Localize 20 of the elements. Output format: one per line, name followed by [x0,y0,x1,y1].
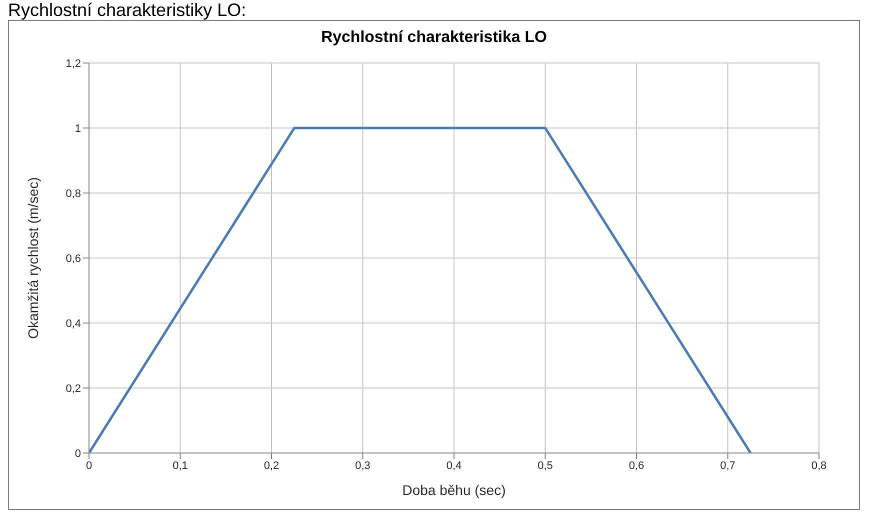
text: Rychlostní charakteristiky LO: [8,0,248,20]
y-tick-label: 0,2 [66,382,81,395]
x-tick-label: 0,3 [355,460,370,472]
y-tick-label: 0,6 [66,252,81,265]
x-tick-label: 0,7 [720,460,736,472]
x-tick-label: 0,6 [628,460,644,472]
y-tick-label: 0 [74,448,81,460]
y-tick-label: 0,4 [66,318,81,330]
y-tick-label: 0,8 [66,188,81,200]
chart-title: Rychlostní charakteristika LO [320,29,548,48]
x-tick-label: 0,8 [811,460,827,472]
x-axis-title: Doba běhu (sec) [402,482,506,498]
x-tick-label: 0,2 [264,460,280,472]
x-tick-label: 0 [86,460,92,472]
y-tick-label: 1,2 [66,58,81,70]
x-tick-label: 0,1 [172,460,188,472]
y-axis-title: Okamžitá rychlost (m/sec) [24,177,41,339]
x-tick-label: 0,5 [538,460,553,472]
y-tick-label: 1 [74,122,81,135]
x-tick-label: 0,4 [446,460,462,472]
